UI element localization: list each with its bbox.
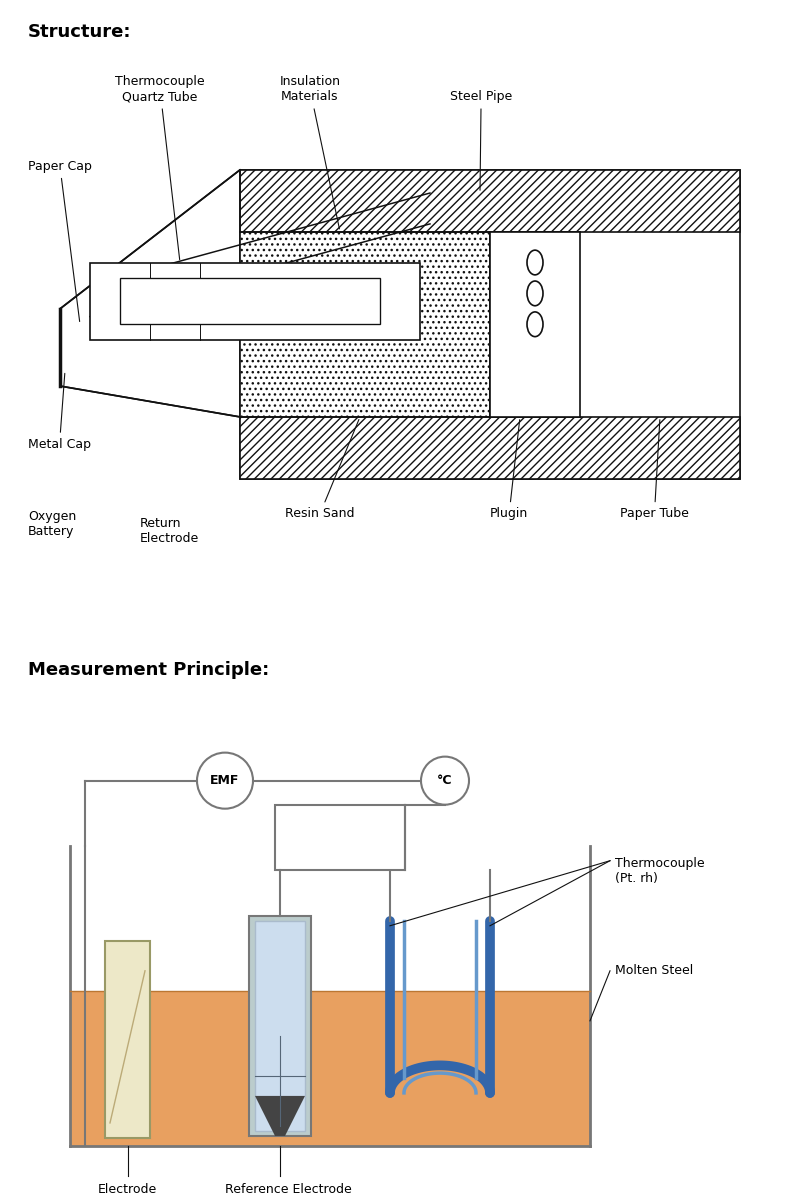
- Text: Return
Electrode: Return Electrode: [140, 518, 199, 545]
- Bar: [255, 921, 305, 1131]
- Text: Metal Cap: Metal Cap: [28, 374, 91, 450]
- Circle shape: [527, 281, 543, 306]
- Text: °C: °C: [438, 775, 453, 787]
- Text: Paper Tube: Paper Tube: [620, 419, 689, 520]
- Bar: [120, 277, 380, 324]
- Bar: [240, 169, 740, 232]
- Bar: [240, 417, 740, 479]
- Text: Structure:: Structure:: [28, 23, 131, 41]
- Text: Plugin: Plugin: [490, 419, 528, 520]
- Text: Reference Electrode: Reference Electrode: [225, 1183, 352, 1196]
- Bar: [105, 940, 150, 1139]
- Text: Thermocouple
(Pt. rh): Thermocouple (Pt. rh): [615, 856, 705, 885]
- Bar: [490, 232, 580, 417]
- Bar: [90, 263, 420, 340]
- Polygon shape: [60, 169, 240, 417]
- Polygon shape: [255, 1095, 305, 1136]
- Bar: [240, 169, 740, 479]
- Bar: [240, 417, 740, 479]
- Text: Insulation
Materials: Insulation Materials: [279, 76, 341, 229]
- Bar: [240, 232, 490, 417]
- Bar: [70, 991, 590, 1146]
- Text: Oxygen
Battery: Oxygen Battery: [28, 509, 76, 538]
- Text: Thermocouple
Quartz Tube: Thermocouple Quartz Tube: [115, 76, 205, 259]
- Text: Resin Sand: Resin Sand: [286, 419, 359, 520]
- Text: Paper Cap: Paper Cap: [28, 160, 92, 322]
- Text: Molten Steel: Molten Steel: [615, 964, 694, 978]
- Circle shape: [421, 757, 469, 805]
- Text: Electrode: Electrode: [98, 1183, 157, 1196]
- Circle shape: [527, 312, 543, 336]
- Bar: [240, 169, 740, 232]
- Bar: [249, 915, 311, 1136]
- Bar: [275, 805, 405, 870]
- Circle shape: [197, 753, 253, 808]
- Text: Measurement Principle:: Measurement Principle:: [28, 661, 270, 679]
- Bar: [240, 232, 490, 417]
- Text: Steel Pipe: Steel Pipe: [450, 90, 512, 190]
- Circle shape: [527, 250, 543, 275]
- Text: EMF: EMF: [210, 775, 240, 787]
